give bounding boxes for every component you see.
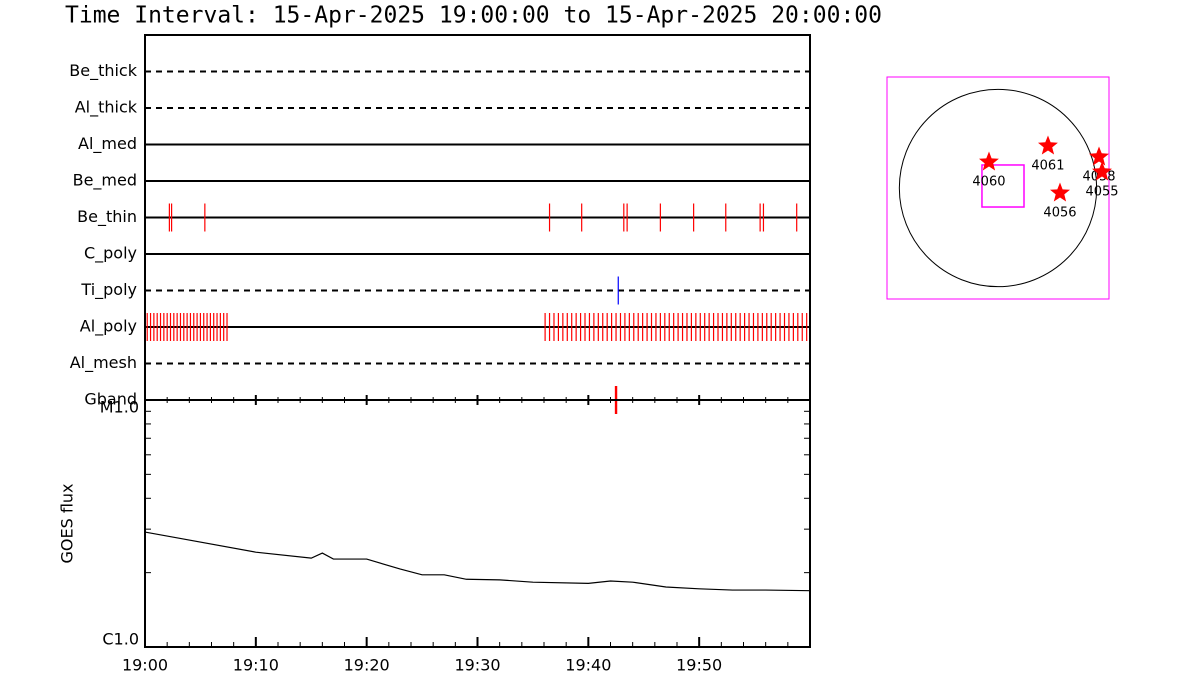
row-label: C_poly: [84, 244, 137, 264]
y-tick-label: C1.0: [102, 630, 139, 649]
region-star: [1092, 161, 1112, 181]
x-tick-label: 19:50: [676, 656, 722, 675]
x-tick-label: 19:30: [454, 656, 500, 675]
x-tick-label: 19:20: [344, 656, 390, 675]
row-label: Al_thick: [75, 98, 138, 118]
region-label: 4055: [1085, 184, 1118, 199]
row-label: Al_med: [78, 134, 137, 154]
row-label: Ti_poly: [80, 280, 137, 300]
row-label: Be_thin: [77, 207, 137, 227]
region-star: [1050, 182, 1070, 202]
row-label: Be_med: [73, 171, 137, 191]
x-tick-label: 19:40: [565, 656, 611, 675]
region-star: [979, 151, 999, 171]
title: Time Interval: 15-Apr-2025 19:00:00 to 1…: [65, 3, 882, 29]
row-label: Al_mesh: [70, 353, 137, 373]
flux-line: [144, 531, 811, 592]
x-tick-label: 19:10: [233, 656, 279, 675]
region-star: [1038, 135, 1058, 155]
solar-limb: [898, 88, 1098, 288]
region-label: 4056: [1043, 206, 1076, 221]
y-axis-label: GOES flux: [58, 483, 77, 563]
row-label: Be_thick: [69, 61, 137, 81]
row-label: Gband: [84, 390, 137, 409]
region-label: 4061: [1031, 158, 1064, 173]
row-label: Al_poly: [80, 317, 137, 337]
map-frame: [886, 76, 1110, 300]
x-tick-label: 19:00: [122, 656, 168, 675]
y-tick-label: M1.0: [100, 398, 139, 417]
fov-box: [981, 164, 1025, 208]
region-label: 4060: [972, 174, 1005, 189]
region-star: [1089, 146, 1109, 166]
